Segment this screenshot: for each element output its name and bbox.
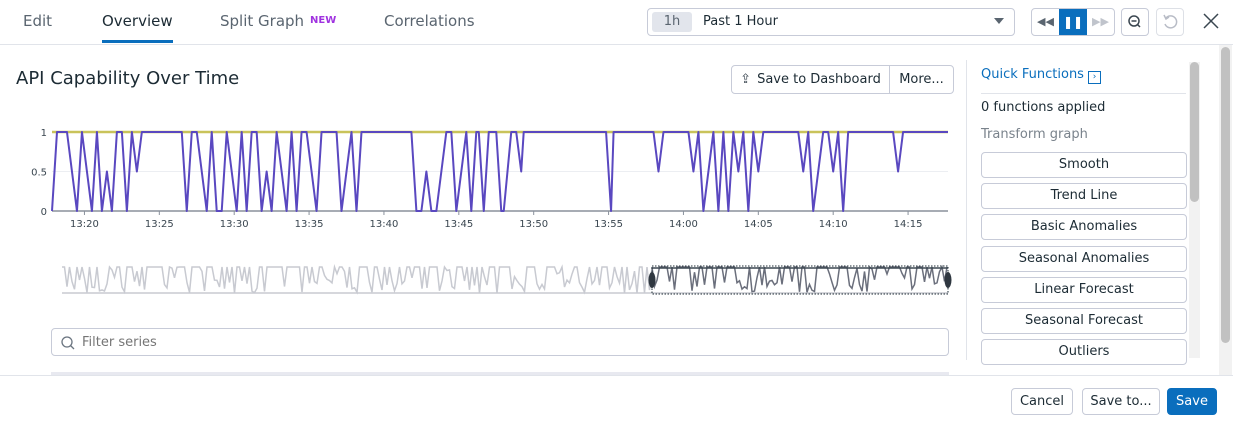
functions-applied: 0 functions applied [981, 100, 1106, 115]
tab-overview[interactable]: Overview [102, 12, 173, 43]
x-tick-label: 14:05 [744, 219, 773, 230]
filter-series-field[interactable] [51, 328, 949, 356]
y-tick-label: 0 [41, 207, 47, 218]
header-divider [0, 44, 1233, 45]
quick-function-outliers[interactable]: Outliers [981, 339, 1187, 366]
page-scrollbar-thumb[interactable] [1221, 47, 1230, 343]
panel-scrollbar[interactable] [1189, 62, 1200, 358]
divider [981, 93, 1186, 94]
tab-edit[interactable]: Edit [23, 12, 53, 30]
x-tick-label: 13:30 [220, 219, 249, 230]
x-tick-label: 13:50 [519, 219, 548, 230]
quick-function-seasonal-forecast[interactable]: Seasonal Forecast [981, 308, 1187, 334]
transform-graph-label: Transform graph [981, 127, 1088, 142]
time-minimap[interactable] [40, 258, 960, 303]
x-tick-label: 13:55 [594, 219, 623, 230]
more-button[interactable]: More... [899, 72, 944, 87]
x-tick-label: 14:15 [894, 219, 923, 230]
new-badge: NEW [310, 15, 337, 26]
x-tick-label: 13:20 [70, 219, 99, 230]
y-tick-label: 0.5 [31, 168, 47, 179]
quick-functions-title[interactable]: Quick Functions › [981, 67, 1102, 84]
reset-icon[interactable] [1156, 8, 1184, 36]
minimap-handle-right[interactable] [944, 272, 952, 288]
chevron-down-icon [994, 18, 1004, 24]
series-table-header [51, 372, 949, 376]
x-tick-label: 14:00 [669, 219, 698, 230]
x-tick-label: 13:25 [145, 219, 174, 230]
tab-correlations[interactable]: Correlations [384, 12, 475, 30]
x-tick-label: 14:10 [819, 219, 848, 230]
close-icon[interactable] [1200, 10, 1222, 32]
panel-scrollbar-thumb[interactable] [1190, 62, 1199, 202]
time-range-selector[interactable]: 1h Past 1 Hour [647, 8, 1015, 36]
panel-divider [966, 60, 967, 360]
fast-forward-icon[interactable]: ▶▶ [1092, 15, 1109, 28]
save-to-dashboard-label: Save to Dashboard [757, 72, 881, 87]
tab-split-graph[interactable]: Split Graph NEW [220, 12, 336, 30]
tab-label: Split Graph [220, 12, 305, 30]
x-tick-label: 13:35 [295, 219, 324, 230]
series-line-main [51, 131, 948, 212]
save-button[interactable]: Save [1167, 388, 1217, 415]
x-tick-label: 13:40 [370, 219, 399, 230]
filter-series-input[interactable] [82, 332, 932, 352]
zoom-out-icon[interactable] [1121, 8, 1149, 36]
quick-function-linear-forecast[interactable]: Linear Forecast [981, 276, 1187, 303]
minimap-series [62, 264, 653, 295]
expand-panel-icon[interactable]: › [1088, 71, 1102, 84]
save-to-dashboard-button[interactable]: ⇪ Save to Dashboard [732, 66, 890, 93]
search-icon [61, 336, 75, 350]
quick-function-seasonal-anomalies[interactable]: Seasonal Anomalies [981, 245, 1187, 272]
minimap-handle-left[interactable] [648, 272, 656, 288]
time-range-pill: 1h [652, 12, 692, 32]
time-range-label: Past 1 Hour [703, 14, 778, 29]
upload-icon: ⇪ [740, 72, 752, 87]
graph-title: API Capability Over Time [16, 68, 240, 89]
quick-function-smooth[interactable]: Smooth [981, 152, 1187, 178]
graph-actions: ⇪ Save to Dashboard More... [731, 65, 954, 94]
y-tick-label: 1 [41, 128, 47, 139]
pause-icon[interactable]: ❚❚ [1059, 9, 1087, 35]
quick-function-basic-anomalies[interactable]: Basic Anomalies [981, 214, 1187, 241]
line-chart: 0 0.5 1 13:20 13:25 13:30 13:35 13:40 13:45 13:50… [31, 128, 948, 230]
quick-function-trend-line[interactable]: Trend Line [981, 183, 1187, 210]
minimap-series-selected [651, 264, 948, 293]
save-to-button[interactable]: Save to... [1082, 388, 1160, 415]
cancel-button[interactable]: Cancel [1011, 388, 1073, 415]
page-scrollbar[interactable] [1219, 45, 1232, 375]
x-tick-label: 13:45 [444, 219, 473, 230]
rewind-icon[interactable]: ◀◀ [1037, 15, 1054, 28]
